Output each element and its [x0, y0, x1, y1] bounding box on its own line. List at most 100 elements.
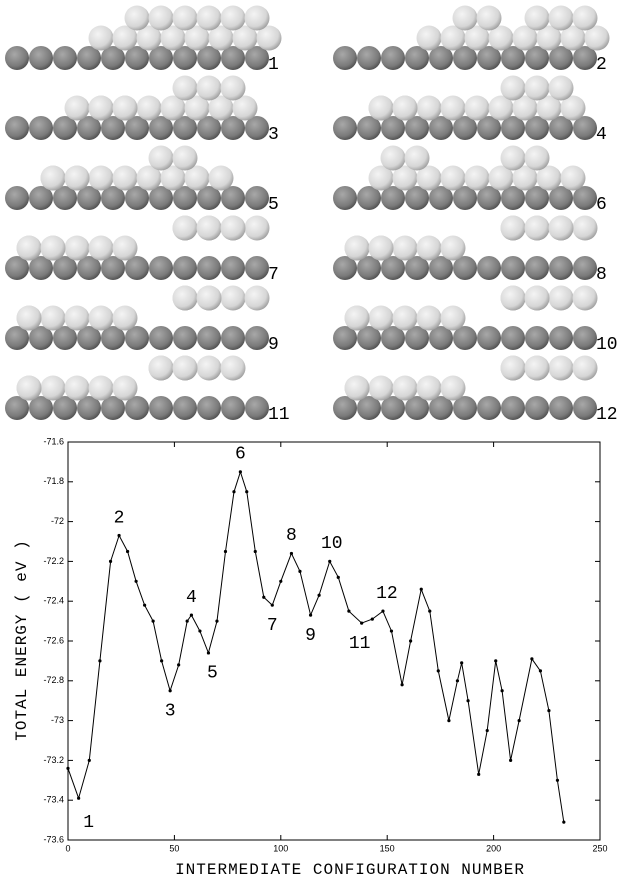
point-annotation: 9	[305, 626, 316, 646]
data-point	[409, 639, 413, 643]
adatom	[440, 165, 466, 191]
substrate-atom	[221, 46, 245, 70]
data-point	[460, 661, 464, 665]
adatom	[536, 25, 562, 51]
substrate-atom	[357, 326, 381, 350]
adatom	[416, 375, 442, 401]
substrate-atom	[5, 116, 29, 140]
substrate-atom	[477, 186, 501, 210]
substrate-atom	[357, 256, 381, 280]
substrate-atom	[525, 396, 549, 420]
data-point	[177, 663, 181, 667]
panel-label: 12	[596, 405, 618, 425]
substrate-atom	[333, 396, 357, 420]
adatom	[524, 75, 550, 101]
adatom	[572, 285, 598, 311]
substrate-atom	[501, 116, 525, 140]
adatom	[160, 95, 186, 121]
substrate-atom	[29, 396, 53, 420]
substrate-atom	[357, 396, 381, 420]
data-point	[66, 766, 70, 770]
substrate-atom	[405, 256, 429, 280]
adatom	[500, 355, 526, 381]
adatom	[440, 25, 466, 51]
substrate-atom	[429, 256, 453, 280]
substrate-atom	[5, 46, 29, 70]
adatom	[500, 75, 526, 101]
adatom	[40, 375, 66, 401]
substrate-atom	[101, 46, 125, 70]
substrate-atom	[477, 396, 501, 420]
substrate-atom	[429, 46, 453, 70]
adatom	[536, 95, 562, 121]
adatom	[256, 25, 282, 51]
substrate-atom	[221, 326, 245, 350]
adatom	[208, 165, 234, 191]
data-point	[298, 569, 302, 573]
adatom	[124, 5, 150, 31]
data-point	[547, 709, 551, 713]
adatom	[572, 215, 598, 241]
adatom	[196, 355, 222, 381]
substrate-atom	[197, 396, 221, 420]
substrate-atom	[381, 326, 405, 350]
adatom	[464, 165, 490, 191]
data-point	[232, 490, 236, 494]
point-annotation: 2	[114, 508, 125, 528]
adatom	[344, 305, 370, 331]
data-point	[206, 651, 211, 655]
substrate-atom	[149, 326, 173, 350]
x-axis-label: INTERMEDIATE CONFIGURATION NUMBER	[175, 861, 525, 879]
adatom	[184, 25, 210, 51]
adatom	[112, 25, 138, 51]
adatom	[548, 215, 574, 241]
adatom	[172, 355, 198, 381]
panel-label: 11	[268, 405, 290, 425]
y-tick-label: -72.2	[43, 556, 64, 566]
substrate-atom	[477, 116, 501, 140]
data-point	[494, 659, 498, 663]
substrate-atom	[125, 326, 149, 350]
adatom	[392, 375, 418, 401]
substrate-atom	[245, 186, 269, 210]
adatom	[220, 355, 246, 381]
y-tick-label: -72	[51, 516, 64, 526]
adatom	[392, 95, 418, 121]
data-point	[562, 820, 566, 824]
adatom	[88, 95, 114, 121]
adatom	[112, 235, 138, 261]
adatom	[512, 165, 538, 191]
data-point	[134, 579, 138, 583]
adatom	[344, 235, 370, 261]
adatom	[88, 235, 114, 261]
y-tick-label: -71.8	[43, 476, 64, 486]
substrate-atom	[549, 256, 573, 280]
substrate-atom	[53, 186, 77, 210]
y-tick-label: -73.2	[43, 755, 64, 765]
data-point	[98, 659, 102, 663]
adatom	[40, 165, 66, 191]
substrate-atom	[101, 326, 125, 350]
substrate-atom	[381, 116, 405, 140]
adatom	[560, 165, 586, 191]
adatom	[344, 375, 370, 401]
adatom	[64, 305, 90, 331]
plot-frame	[67, 441, 601, 841]
substrate-atom	[501, 46, 525, 70]
adatom	[560, 25, 586, 51]
substrate-atom	[573, 326, 597, 350]
substrate-atom	[149, 116, 173, 140]
substrate-atom	[549, 326, 573, 350]
adatom	[488, 95, 514, 121]
substrate-atom	[477, 46, 501, 70]
substrate-atom	[405, 186, 429, 210]
substrate-atom	[77, 396, 101, 420]
adatom	[112, 305, 138, 331]
point-annotation: 3	[165, 702, 176, 722]
adatom	[184, 165, 210, 191]
point-annotation: 12	[376, 584, 398, 604]
adatom	[16, 375, 42, 401]
adatom	[172, 5, 198, 31]
data-point	[360, 621, 364, 625]
adatom	[148, 145, 174, 171]
